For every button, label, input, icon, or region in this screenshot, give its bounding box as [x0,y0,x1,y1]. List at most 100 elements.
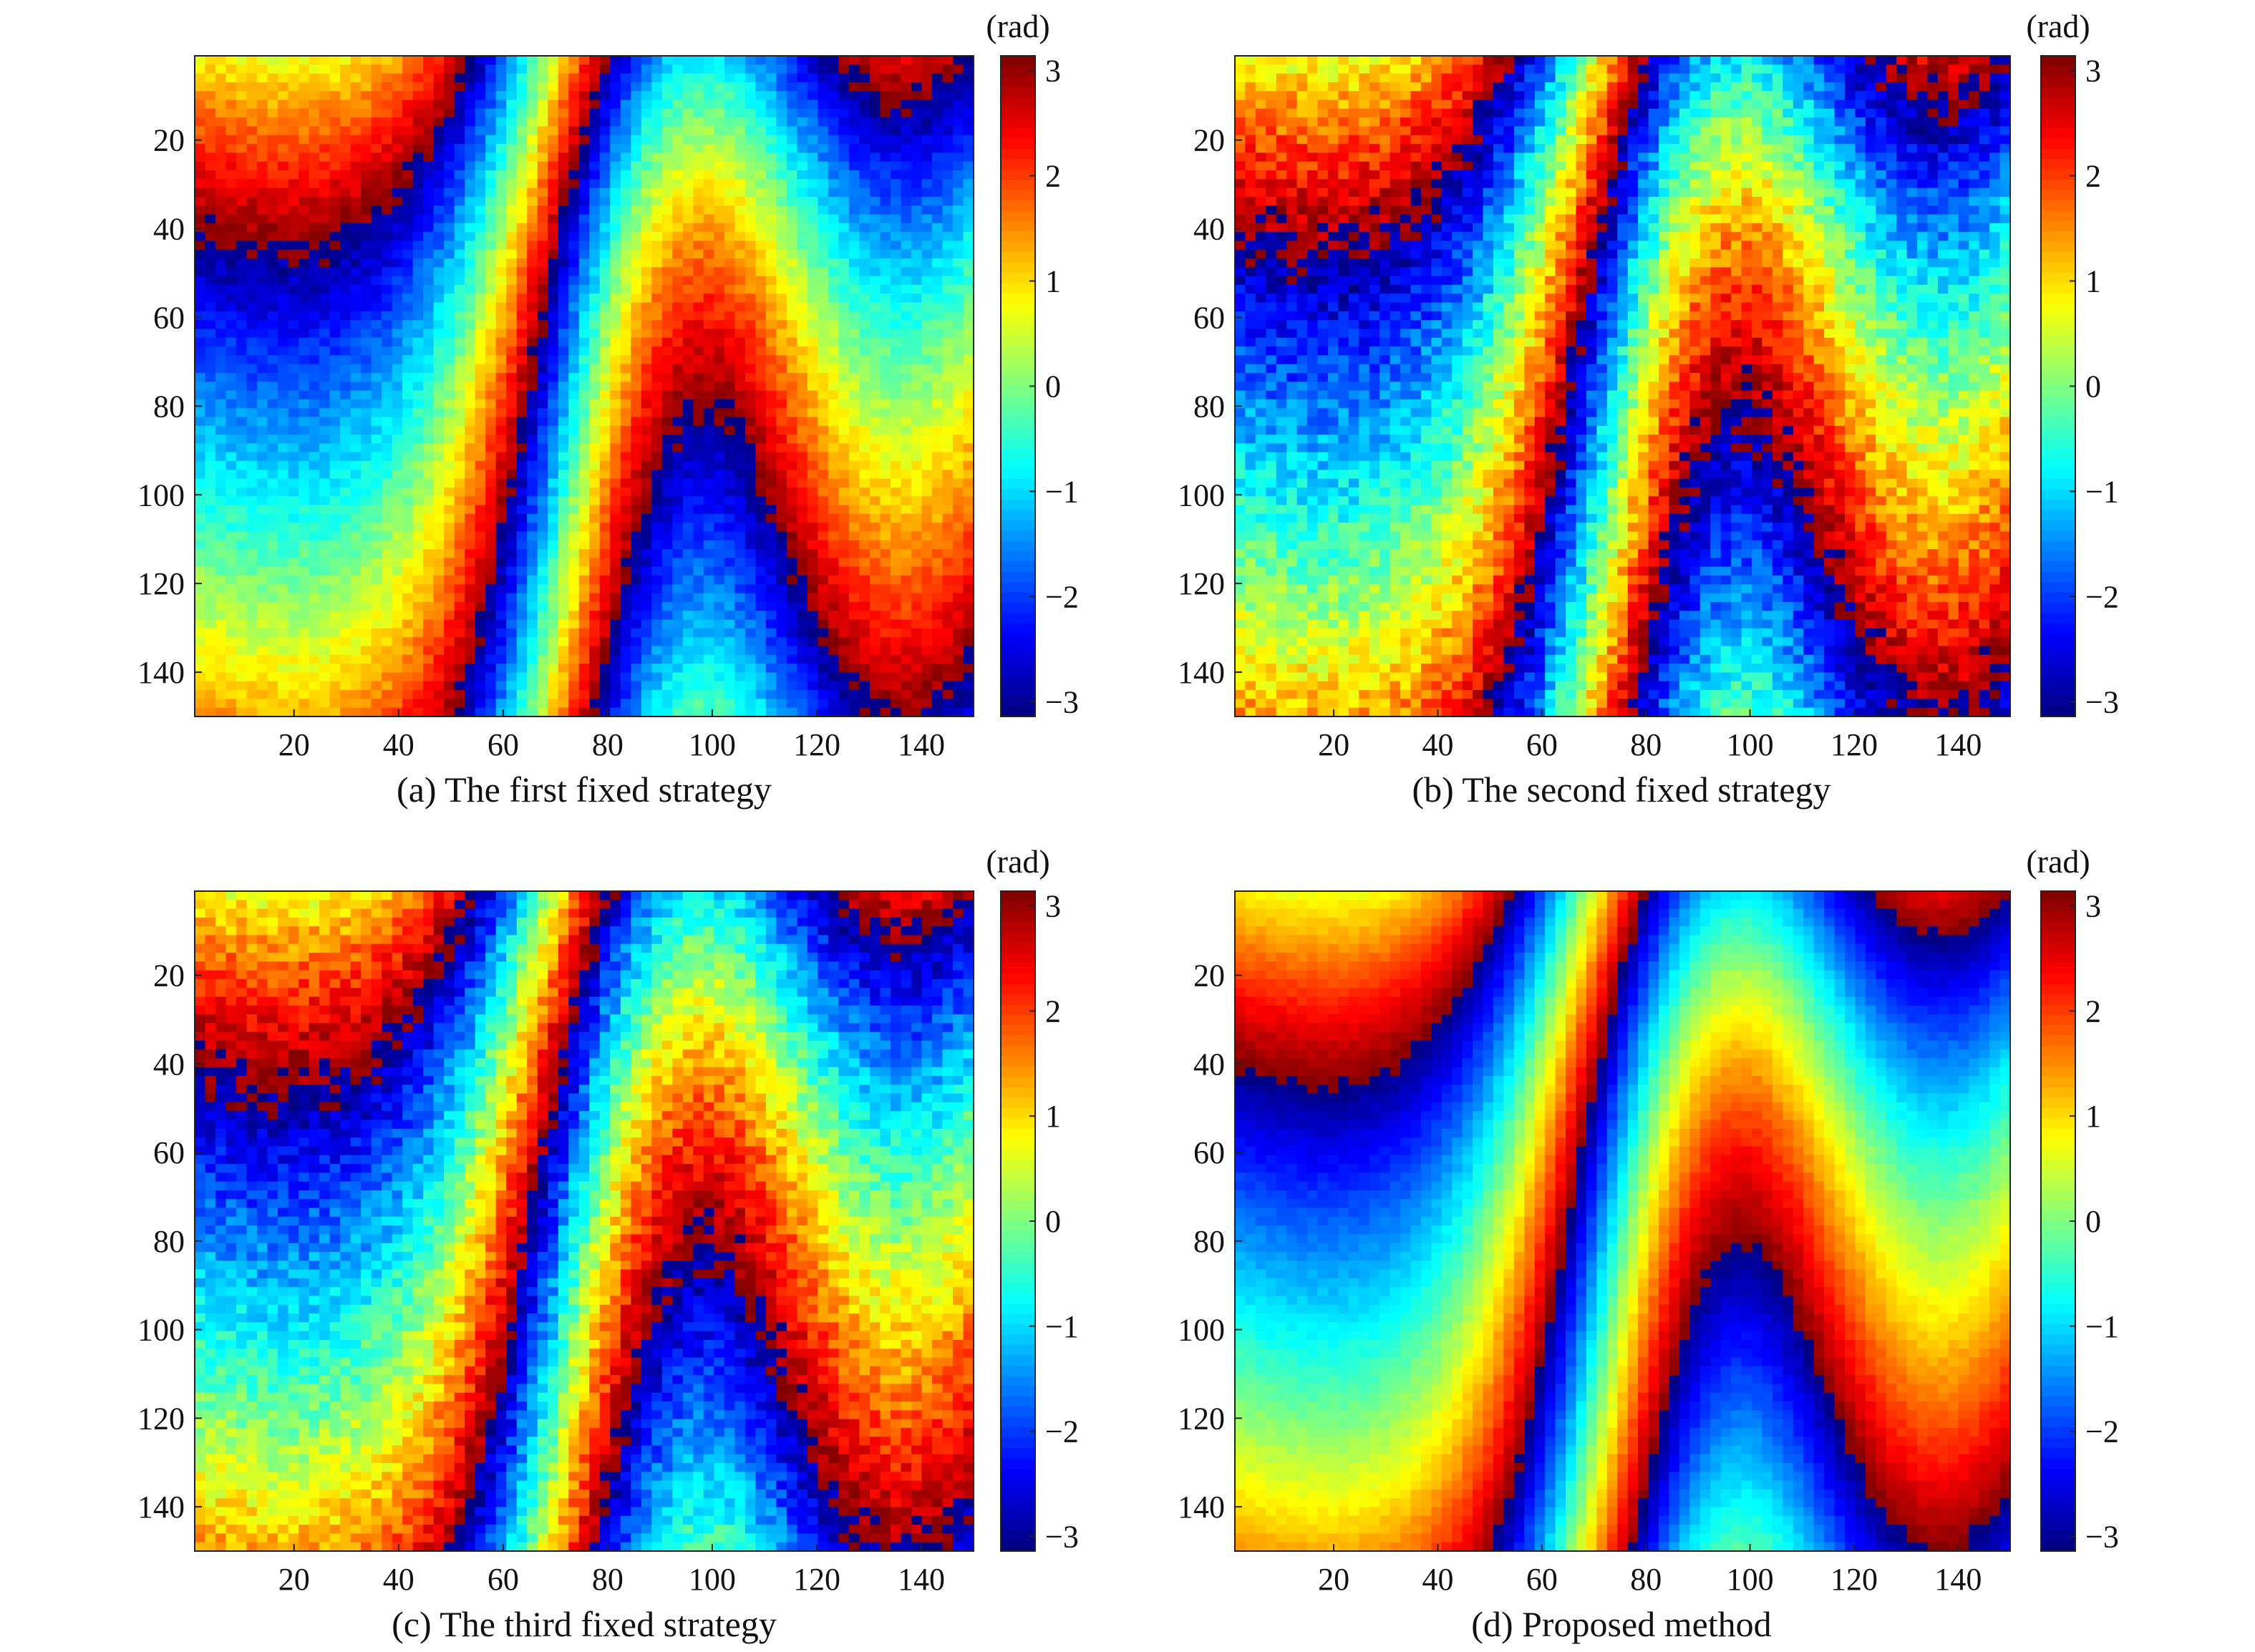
heatmap-cell [382,382,392,391]
heatmap-cell [423,100,434,110]
heatmap-cell [724,144,735,153]
heatmap-cell [475,329,486,339]
heatmap-cell [455,434,465,444]
heatmap-cell [662,637,673,646]
heatmap-cell [734,250,745,259]
heatmap-cell [714,82,724,92]
heatmap-cell [392,364,403,374]
heatmap-cell [402,487,413,497]
heatmap-cell [517,232,528,241]
heatmap-cell [434,681,445,691]
heatmap-cell [485,479,496,488]
heatmap-cell [288,117,299,127]
heatmap-cell [330,434,341,444]
heatmap-cell [288,126,299,135]
heatmap-cell [651,109,662,118]
heatmap-cell [434,672,445,681]
heatmap-cell [402,699,413,708]
heatmap-cell [870,408,881,417]
heatmap-cell [859,620,870,629]
heatmap-cell [766,540,777,550]
heatmap-cell [506,655,517,664]
heatmap-cell [226,56,237,65]
heatmap-cell [755,399,766,409]
heatmap-cell [714,523,724,532]
heatmap-cell [787,117,797,127]
heatmap-cell [340,258,351,268]
heatmap-cell [496,417,507,427]
heatmap-cell [880,232,891,241]
heatmap-cell [568,144,579,153]
heatmap-cell [340,215,351,224]
heatmap-cell [278,74,288,83]
heatmap-cell [724,82,735,92]
heatmap-cell [568,329,579,339]
heatmap-cell [215,514,226,523]
heatmap-cell [672,558,683,567]
heatmap-cell [309,558,320,567]
heatmap-cell [475,250,486,259]
heatmap-cell [226,540,237,550]
heatmap-cell [787,532,797,541]
heatmap-cell [392,408,403,417]
heatmap-cell [330,109,341,118]
heatmap-cell [382,567,392,576]
heatmap-cell [776,215,787,224]
heatmap-cell [455,514,465,523]
heatmap-cell [724,611,735,620]
heatmap-cell [517,162,528,171]
heatmap-cell [465,505,475,515]
heatmap-cell [704,391,714,400]
heatmap-cell [527,56,538,65]
heatmap-cell [268,505,278,515]
heatmap-cell [859,338,870,347]
heatmap-cell [662,479,673,488]
heatmap-cell [641,470,652,479]
heatmap-cell [434,197,445,206]
heatmap-cell [548,250,558,259]
heatmap-cell [610,602,621,611]
heatmap-cell [714,144,724,153]
heatmap-cell [755,232,766,241]
heatmap-cell [693,540,704,550]
heatmap-cell [641,293,652,303]
heatmap-cell [527,452,538,462]
heatmap-cell [351,338,362,347]
heatmap-cell [455,320,465,329]
heatmap-cell [548,276,558,286]
heatmap-cell [787,152,797,162]
heatmap-cell [402,215,413,224]
heatmap-cell [621,646,631,656]
heatmap-cell [309,303,320,312]
heatmap-cell [195,399,205,409]
heatmap-cell [455,523,465,532]
heatmap-cell [236,135,247,145]
heatmap-cell [278,382,288,391]
heatmap-cell [455,637,465,646]
heatmap-cell [745,399,756,409]
heatmap-cell [818,117,828,127]
heatmap-cell [475,152,486,162]
heatmap-cell [797,443,808,452]
heatmap-cell [870,540,881,550]
heatmap-cell [236,117,247,127]
heatmap-cell [880,117,891,127]
heatmap-cell [236,443,247,452]
heatmap-cell [319,197,330,206]
heatmap-cell [818,338,828,347]
heatmap-cell [340,575,351,585]
heatmap-cell [631,699,641,708]
heatmap-cell [745,655,756,664]
heatmap-cell [205,117,216,127]
heatmap-cell [734,523,745,532]
heatmap-cell [672,126,683,135]
heatmap-cell [589,399,600,409]
heatmap-cell [215,646,226,656]
heatmap-cell [444,699,455,708]
heatmap-cell [268,646,278,656]
heatmap-cell [423,391,434,400]
heatmap-cell [215,170,226,180]
heatmap-cell [849,373,860,382]
heatmap-cell [268,74,278,83]
panel-a: 2040608010012014020 40 60 80 100 120 1403210−1… [137,8,1079,810]
